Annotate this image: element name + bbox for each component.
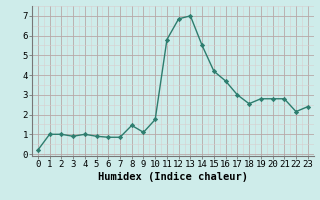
X-axis label: Humidex (Indice chaleur): Humidex (Indice chaleur) (98, 172, 248, 182)
